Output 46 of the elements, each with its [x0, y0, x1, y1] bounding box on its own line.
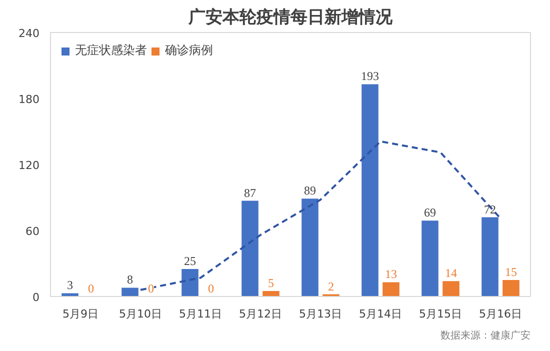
data-label: 0	[88, 282, 94, 296]
bar	[242, 200, 258, 296]
bar	[502, 280, 520, 296]
y-tick-label: 0	[32, 291, 40, 304]
x-tick-label: 5月12日	[239, 308, 282, 320]
data-label: 8	[127, 272, 133, 287]
bar	[442, 281, 460, 296]
y-tick-label: 180	[18, 93, 40, 106]
legend-label: 无症状感染者	[75, 42, 147, 59]
bar	[362, 84, 378, 296]
x-tick-label: 5月14日	[359, 308, 402, 320]
bar	[302, 198, 318, 296]
bar	[262, 291, 280, 296]
data-label: 3	[67, 278, 73, 292]
bar	[182, 269, 198, 296]
x-tick-label: 5月15日	[419, 308, 462, 320]
data-label: 2	[328, 279, 334, 294]
data-label: 14	[445, 266, 457, 280]
source-note: 数据来源：健康广安	[440, 330, 530, 342]
x-tick-label: 5月11日	[179, 308, 222, 320]
x-tick-label: 5月10日	[119, 308, 162, 320]
data-label: 193	[361, 69, 379, 84]
legend-label: 确诊病例	[165, 42, 213, 59]
data-label: 72	[484, 202, 496, 216]
bar	[422, 220, 438, 296]
bar	[382, 282, 400, 296]
line-series	[140, 140, 502, 291]
data-label: 87	[244, 186, 256, 200]
data-label: 0	[148, 282, 154, 296]
data-label: 5	[268, 276, 274, 290]
data-label: 25	[184, 254, 196, 268]
x-tick-label: 5月13日	[299, 308, 342, 320]
data-label: 89	[304, 184, 316, 198]
bar	[62, 293, 78, 296]
data-label: 69	[424, 206, 436, 220]
data-label: 13	[385, 267, 397, 282]
bar	[122, 288, 138, 296]
bar	[482, 217, 498, 296]
data-label: 0	[208, 282, 214, 296]
data-label: 15	[505, 265, 517, 279]
y-tick-label: 240	[18, 27, 40, 40]
x-tick-label: 5月16日	[479, 308, 522, 320]
x-tick-label: 5月9日	[62, 308, 98, 320]
chart-title: 广安本轮疫情每日新增情况	[188, 8, 394, 28]
y-tick-label: 120	[18, 159, 40, 172]
y-tick-label: 60	[26, 225, 40, 238]
